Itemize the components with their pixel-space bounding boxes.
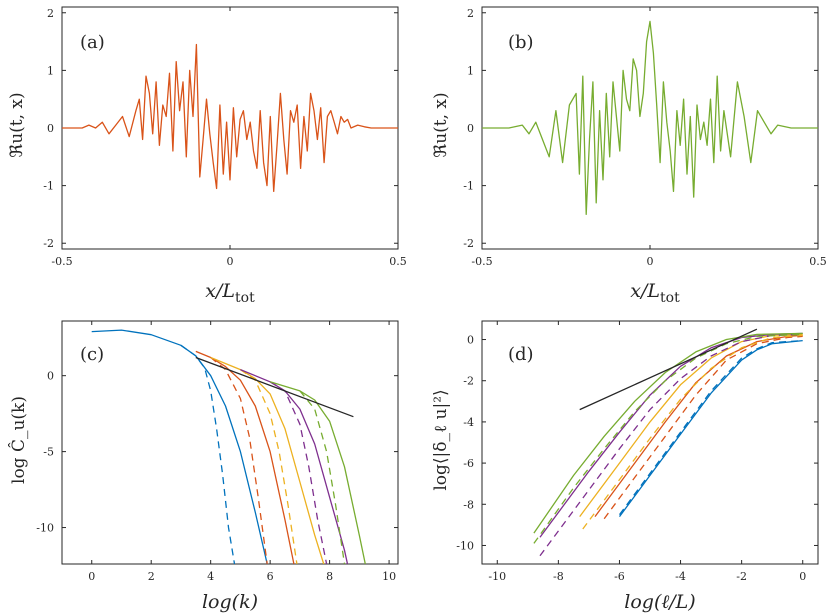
series-group-a xyxy=(62,43,398,193)
y-tick-label: -1 xyxy=(463,180,474,193)
x-tick-label: 0.5 xyxy=(809,255,827,268)
series-line-blue-solid xyxy=(618,339,803,517)
y-axis-label: ℜu(t, x) xyxy=(7,92,27,157)
series-line-red-solid xyxy=(195,350,295,564)
y-tick-label: -10 xyxy=(456,539,474,552)
x-tick-label: -0.5 xyxy=(471,255,492,268)
axes-box-d xyxy=(481,320,819,565)
x-tick-label: 0.5 xyxy=(389,255,407,268)
series-line-yellow-solid xyxy=(210,356,325,564)
panel-d: -10 -8 -6 -4 -2 0 0 -2 -4 -6 -8 -10 (d) log(ℓ/L) log⟨|… xyxy=(431,320,819,613)
axes-box-c xyxy=(61,320,399,565)
series-line-yellow-dashed xyxy=(582,334,803,530)
y-axis-label: log⟨|δ_ℓ u|²⟩ xyxy=(431,389,451,490)
y-tick-label: 0 xyxy=(467,122,474,135)
y-tick-label: 1 xyxy=(47,64,54,77)
panel-b: -0.5 0 0.5 -2 -1 0 1 2 (b) x/Ltot ℜu(t, x) xyxy=(431,6,827,306)
y-tick-label: 2 xyxy=(47,7,54,20)
y-tick-label: -6 xyxy=(463,457,474,470)
series-line-red-dashed xyxy=(603,335,803,520)
series-line-green-dashed xyxy=(299,390,346,564)
x-tick-label: -8 xyxy=(553,570,564,583)
x-tick-label: 6 xyxy=(267,570,274,583)
x-axis-label: log(k) xyxy=(202,591,258,613)
x-tick-label: -10 xyxy=(488,570,506,583)
y-tick-label: -10 xyxy=(36,522,54,535)
x-tick-label: 0 xyxy=(799,570,806,583)
y-axis-label: ℜu(t, x) xyxy=(431,92,451,157)
x-tick-label: 10 xyxy=(382,570,396,583)
x-axis-label: x/Ltot xyxy=(630,280,680,306)
y-tick-label: 1 xyxy=(467,64,474,77)
x-tick-label: 0 xyxy=(88,570,95,583)
x-axis-label-sub: tot xyxy=(660,290,680,306)
series-line-signal xyxy=(482,20,818,216)
x-tick-label: 2 xyxy=(148,570,155,583)
y-tick-label: 0 xyxy=(467,334,474,347)
series-line-purple-dashed xyxy=(539,333,803,557)
y-tick-label: 0 xyxy=(47,122,54,135)
series-line-signal xyxy=(62,43,398,193)
y-tick-label: -5 xyxy=(43,446,54,459)
series-group-d xyxy=(533,328,803,557)
x-tick-label: 4 xyxy=(207,570,214,583)
x-tick-label: 0 xyxy=(227,255,234,268)
x-axis-label-main: x/L xyxy=(630,280,660,302)
x-axis-label-main: x/L xyxy=(205,280,235,302)
x-tick-label: 8 xyxy=(326,570,333,583)
series-line-red-solid xyxy=(594,334,803,517)
series-line-green-solid xyxy=(533,332,803,534)
series-group-b xyxy=(482,20,818,216)
axes-box-a xyxy=(61,6,399,250)
y-tick-label: -2 xyxy=(43,237,54,250)
series-line-purple-solid xyxy=(240,368,349,564)
x-tick-label: -0.5 xyxy=(51,255,72,268)
x-axis-label: log(ℓ/L) xyxy=(624,591,695,613)
panel-label: (d) xyxy=(508,344,534,365)
y-axis-label: log Ĉ_u(k) xyxy=(8,396,29,484)
x-axis-label-sub: tot xyxy=(235,290,255,306)
y-tick-label: -1 xyxy=(43,180,54,193)
y-tick-label: -4 xyxy=(463,416,474,429)
series-line-blue-dashed xyxy=(618,339,803,515)
series-line-green-dashed xyxy=(533,333,803,544)
x-axis-label: x/Ltot xyxy=(205,280,255,306)
x-tick-label: -4 xyxy=(675,570,686,583)
panel-label: (b) xyxy=(508,32,534,53)
y-tick-label: -8 xyxy=(463,498,474,511)
panel-c: 0 2 4 6 8 10 0 -5 -10 (c) log(k) log Ĉ_u(k) xyxy=(8,320,399,613)
y-tick-label: 0 xyxy=(47,370,54,383)
y-tick-label: 2 xyxy=(467,7,474,20)
panel-label: (a) xyxy=(80,32,105,53)
series-line-green-solid xyxy=(269,381,366,564)
panel-a: -0.5 0 0.5 -2 -1 0 1 2 (a) x/Ltot ℜu(t, x) xyxy=(7,6,407,306)
panel-label: (c) xyxy=(80,344,104,365)
series-line-blue-dashed xyxy=(180,344,236,564)
series-line-purple-dashed xyxy=(269,381,328,564)
x-tick-label: -6 xyxy=(614,570,625,583)
series-line-purple-solid xyxy=(539,332,803,538)
y-tick-label: -2 xyxy=(463,237,474,250)
y-tick-label: -2 xyxy=(463,375,474,388)
x-tick-label: -2 xyxy=(736,570,747,583)
x-tick-label: 0 xyxy=(647,255,654,268)
series-line-blue-solid xyxy=(91,329,268,564)
series-line-reference xyxy=(195,356,354,418)
series-group-c xyxy=(91,329,366,564)
series-line-reference xyxy=(579,328,758,411)
